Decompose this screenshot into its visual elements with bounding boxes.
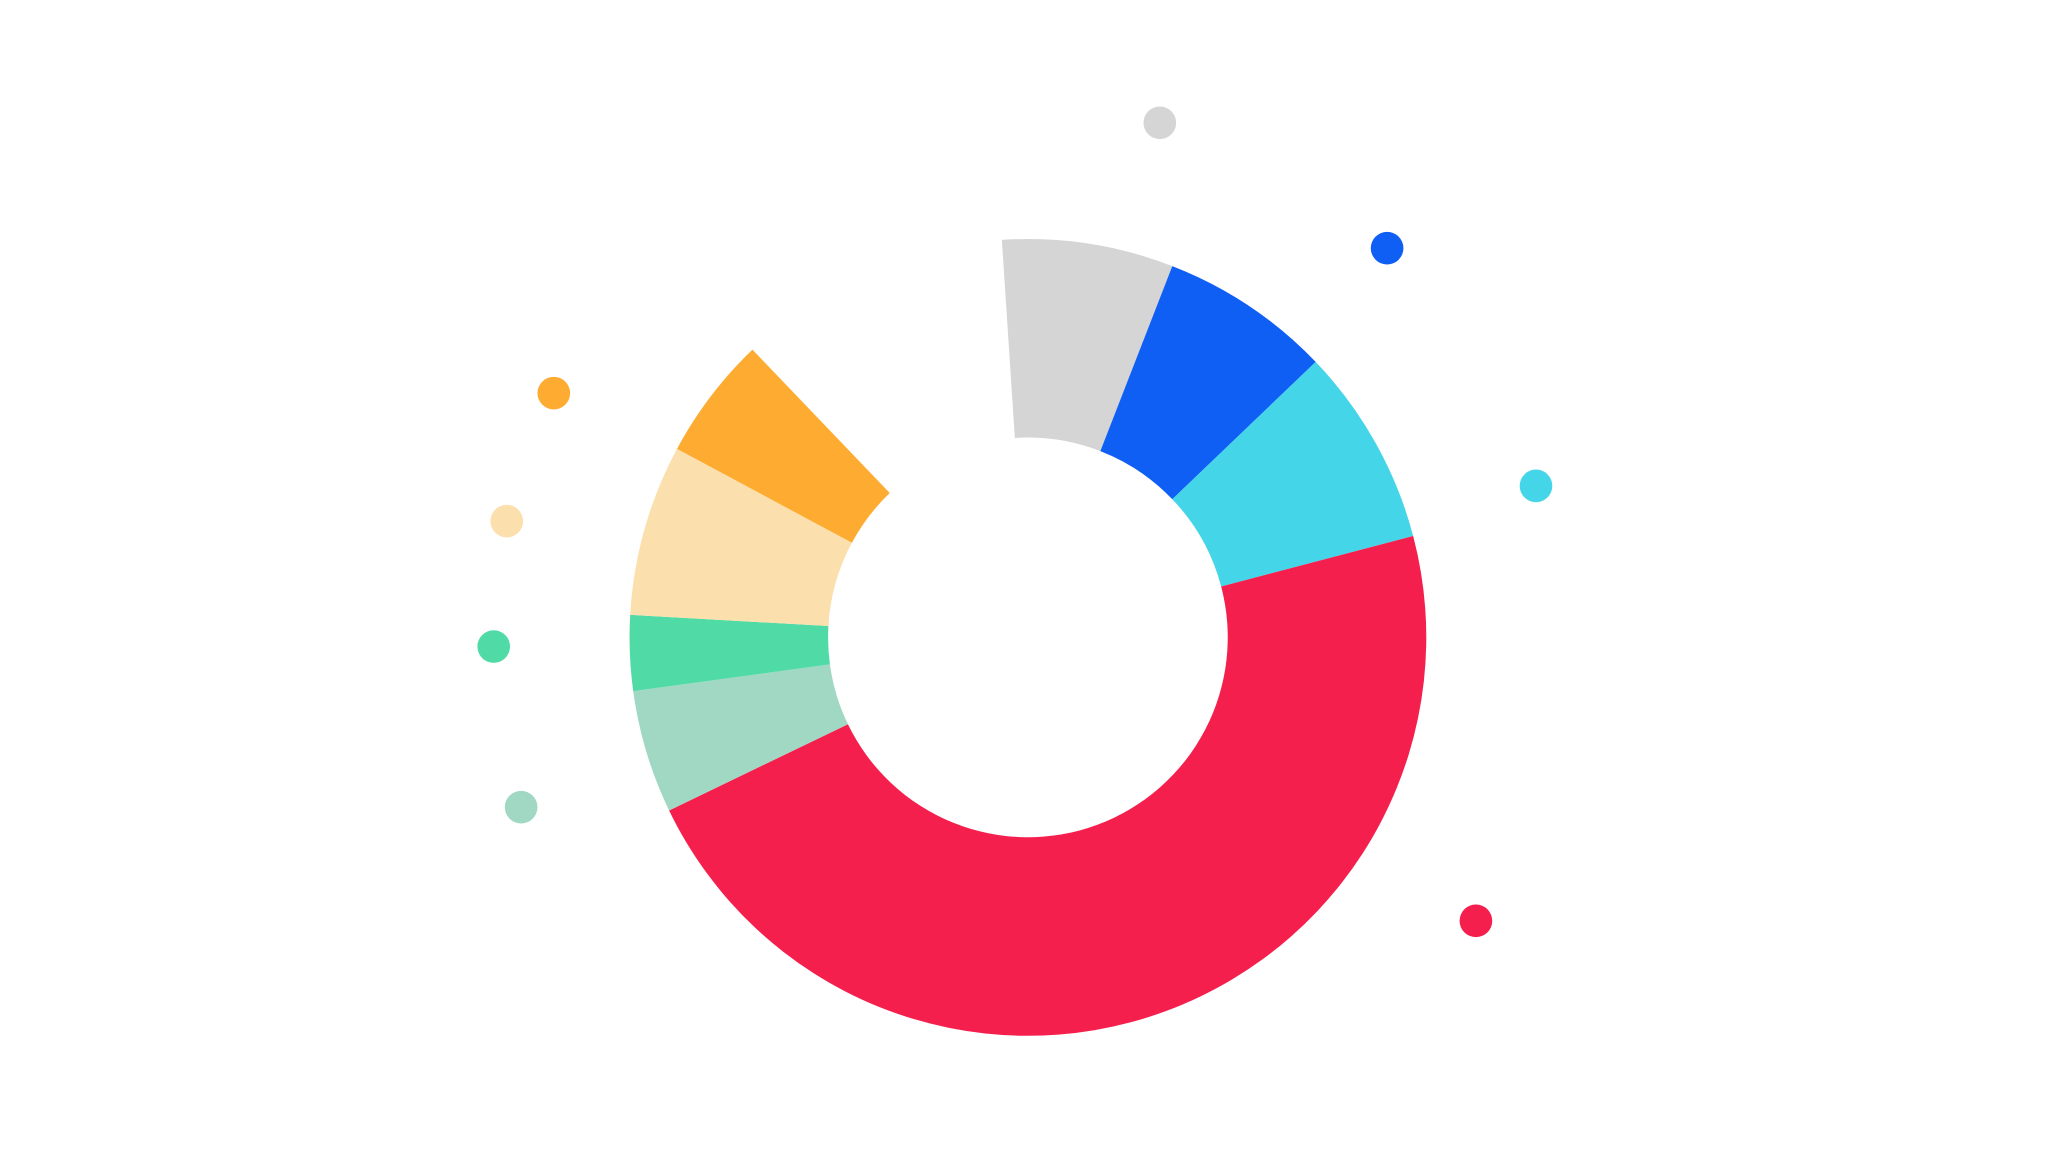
legend-dot: [490, 504, 524, 538]
donut-segment: [677, 349, 890, 543]
legend-dot: [1370, 231, 1404, 265]
donut-segment: [633, 664, 848, 811]
legend-dot: [477, 630, 511, 663]
legend-dot: [1143, 106, 1177, 140]
legend-dot: [537, 376, 571, 410]
legend-dot: [1459, 904, 1493, 938]
legend-dot: [504, 790, 538, 824]
legend-dot: [1519, 469, 1553, 503]
donut-segment: [1172, 361, 1414, 587]
donut-segment: [669, 535, 1427, 1036]
donut-segment: [1001, 239, 1173, 452]
donut-segment: [630, 448, 852, 627]
donut-segment: [629, 614, 830, 692]
donut-segment: [1100, 266, 1316, 500]
